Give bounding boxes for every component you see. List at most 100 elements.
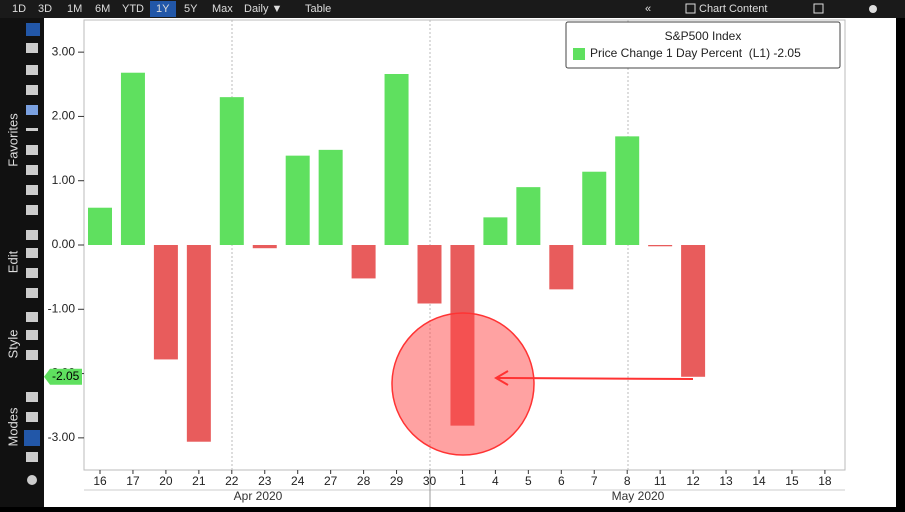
icon[interactable] xyxy=(27,475,37,485)
icon[interactable] xyxy=(26,65,38,75)
collapse-button[interactable]: « xyxy=(645,3,651,15)
x-tick-label: 20 xyxy=(159,474,173,488)
icon[interactable] xyxy=(26,288,38,298)
side-panel xyxy=(0,18,44,507)
x-tick-label: 15 xyxy=(785,474,799,488)
month-label: May 2020 xyxy=(612,489,665,503)
x-tick-label: 28 xyxy=(357,474,371,488)
bar xyxy=(384,74,409,245)
x-tick-label: 6 xyxy=(558,474,565,488)
x-tick-label: 7 xyxy=(591,474,598,488)
bar xyxy=(417,245,442,304)
highlight-circle xyxy=(391,312,535,456)
x-tick-label: 22 xyxy=(225,474,239,488)
range-button[interactable]: 5Y xyxy=(184,3,198,15)
bar xyxy=(219,97,244,246)
side-label[interactable]: Edit xyxy=(5,250,20,273)
bar xyxy=(318,149,343,245)
bar xyxy=(252,245,277,249)
chart-content-button[interactable]: Chart Content xyxy=(699,3,767,15)
side-label[interactable]: Favorites xyxy=(5,113,20,167)
bar xyxy=(351,245,376,279)
icon[interactable] xyxy=(26,268,38,278)
side-label[interactable]: Modes xyxy=(5,407,20,447)
icon[interactable] xyxy=(26,412,38,422)
bar xyxy=(285,155,310,245)
y-tick-label: 1.00 xyxy=(52,173,76,187)
last-value-tag xyxy=(44,368,82,385)
legend-swatch xyxy=(573,48,585,60)
chart-icon xyxy=(685,3,696,14)
bar xyxy=(582,171,607,245)
table-button[interactable]: Table xyxy=(305,3,331,15)
icon[interactable] xyxy=(26,392,38,402)
x-tick-label: 21 xyxy=(192,474,206,488)
x-tick-label: 1 xyxy=(459,474,466,488)
icon[interactable] xyxy=(26,23,40,36)
bar xyxy=(88,207,112,245)
y-tick-label: 0.00 xyxy=(52,237,76,251)
bar xyxy=(516,187,541,245)
icon[interactable] xyxy=(26,312,38,322)
range-button[interactable]: 1M xyxy=(67,3,82,15)
x-tick-label: 30 xyxy=(423,474,437,488)
x-tick-label: 12 xyxy=(686,474,700,488)
annotation-arrow xyxy=(496,377,694,380)
y-tick-label: -3.00 xyxy=(48,430,76,444)
bar xyxy=(186,245,211,442)
side-icons xyxy=(24,23,40,485)
x-tick-label: 4 xyxy=(492,474,499,488)
range-button[interactable]: 1D xyxy=(12,3,26,15)
x-tick-label: 16 xyxy=(93,474,107,488)
range-button[interactable]: 1Y xyxy=(156,3,170,15)
settings-icon[interactable] xyxy=(869,5,877,13)
icon[interactable] xyxy=(26,145,38,155)
x-tick-label: 29 xyxy=(390,474,404,488)
x-tick-label: 5 xyxy=(525,474,532,488)
x-tick-label: 27 xyxy=(324,474,338,488)
x-tick-label: 17 xyxy=(126,474,140,488)
month-label: Apr 2020 xyxy=(234,489,283,503)
marks: 3.002.001.000.00-1.00-2.00-3.00161720212… xyxy=(48,20,832,488)
bar xyxy=(648,245,673,247)
icon[interactable] xyxy=(26,452,38,462)
bar xyxy=(615,136,640,245)
icon[interactable] xyxy=(26,105,38,115)
bar xyxy=(483,217,508,245)
icon[interactable] xyxy=(26,165,38,175)
range-button[interactable]: Max xyxy=(212,3,233,15)
bar xyxy=(549,245,574,290)
side-label[interactable]: Style xyxy=(5,330,20,359)
x-tick-label: 23 xyxy=(258,474,272,488)
toolbar xyxy=(0,0,905,18)
y-tick-label: 3.00 xyxy=(52,44,76,58)
x-tick-label: 14 xyxy=(752,474,766,488)
icon[interactable] xyxy=(26,43,38,53)
range-button[interactable]: 3D xyxy=(38,3,52,15)
icon[interactable] xyxy=(26,128,38,131)
bar xyxy=(120,72,145,245)
range-button[interactable]: 6M xyxy=(95,3,110,15)
icon[interactable] xyxy=(26,85,38,95)
x-tick-label: 13 xyxy=(719,474,733,488)
x-tick-label: 11 xyxy=(654,474,667,488)
range-button[interactable]: YTD xyxy=(122,3,144,15)
x-tick-label: 8 xyxy=(624,474,631,488)
frequency-dropdown[interactable]: Daily ▼ xyxy=(244,3,282,15)
icon[interactable] xyxy=(26,205,38,215)
icon[interactable] xyxy=(26,330,38,340)
active-range-bg xyxy=(150,1,176,17)
icon[interactable] xyxy=(26,185,38,195)
bar xyxy=(153,245,178,360)
icon[interactable] xyxy=(26,230,38,240)
icon[interactable] xyxy=(26,350,38,360)
icon[interactable] xyxy=(24,430,40,446)
y-tick-label: 2.00 xyxy=(52,109,76,123)
edit-icon[interactable] xyxy=(813,3,824,14)
legend-title: S&P500 Index xyxy=(665,29,742,43)
legend-label: Price Change 1 Day Percent (L1) -2.05 xyxy=(590,46,801,60)
bar xyxy=(681,245,706,377)
last-value-label: -2.05 xyxy=(52,369,80,383)
icon[interactable] xyxy=(26,248,38,258)
